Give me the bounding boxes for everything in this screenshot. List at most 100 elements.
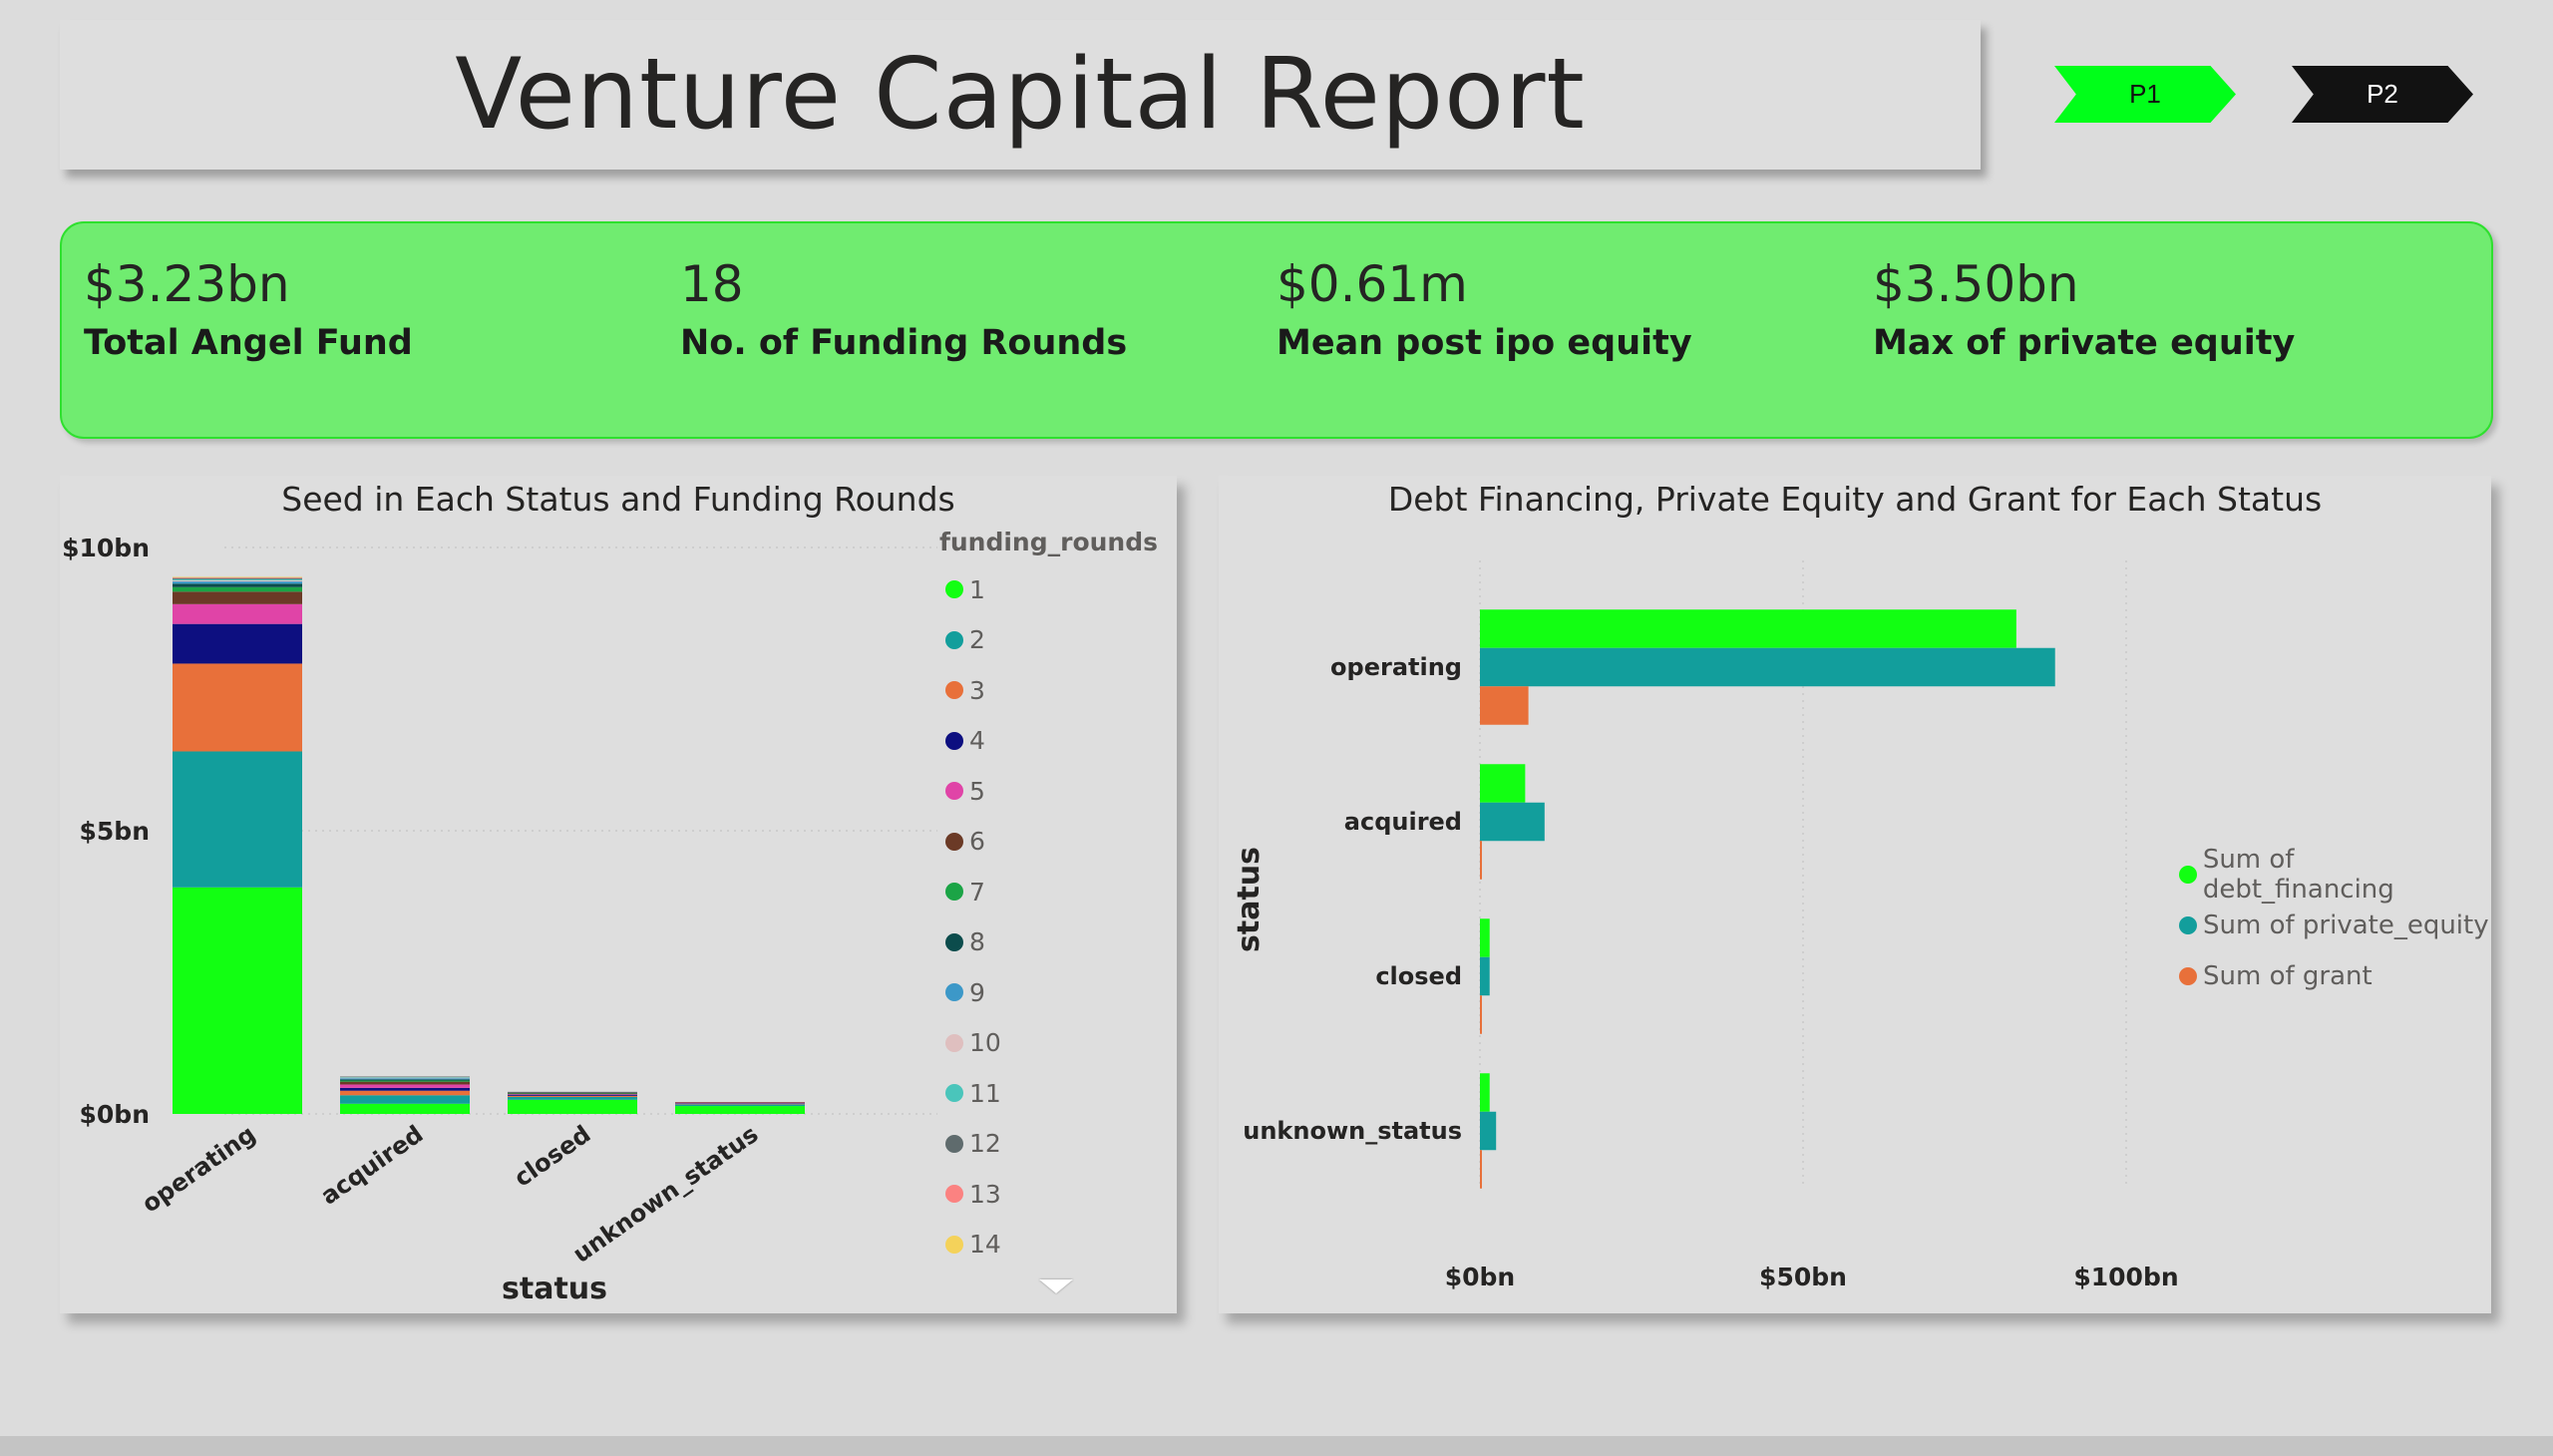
bar-segment-acquired-round-1[interactable] [340, 1103, 470, 1114]
legend-item-round-9[interactable]: 9 [939, 967, 1158, 1018]
bar-segment-closed-round-6[interactable] [508, 1093, 637, 1095]
bar-acquired-2[interactable] [1480, 841, 1482, 880]
bar-segment-operating-round-10[interactable] [173, 579, 302, 582]
legend-scroll-down-icon[interactable] [1039, 1279, 1073, 1293]
bar-segment-operating-round-3[interactable] [173, 663, 302, 752]
bar-segment-closed-round-1[interactable] [508, 1099, 637, 1114]
legend-swatch [945, 932, 963, 951]
debt-equity-grant-bar-chart[interactable]: $0bn $50bn $100bn operating acquired closed un… [1219, 476, 2491, 1313]
x-axis-title: status [502, 1272, 607, 1306]
bar-closed-2[interactable] [1480, 995, 1482, 1034]
legend-item-round-6[interactable]: 6 [939, 817, 1158, 868]
bar-segment-closed-round-12[interactable] [508, 1091, 637, 1093]
debt-equity-grant-chart-panel[interactable]: Debt Financing, Private Equity and Grant… [1219, 476, 2491, 1313]
legend-item-round-2[interactable]: 2 [939, 615, 1158, 666]
funding-rounds-legend[interactable]: funding_rounds 1 2 3 4 5 6 7 8 9 10 11 12 13 14 [939, 528, 1158, 1270]
bar-segment-acquired-round-3[interactable] [340, 1090, 470, 1096]
kpi-label: Mean post ipo equity [1276, 323, 1692, 363]
legend-label: 13 [969, 1179, 1001, 1209]
legend-item-round-8[interactable]: 8 [939, 917, 1158, 968]
kpi-value: $3.23bn [84, 255, 290, 313]
kpi-value: 18 [680, 255, 744, 313]
measures-legend[interactable]: Sum of debt_financing Sum of private_equi… [2173, 845, 2491, 1001]
bar-segment-acquired-round-2[interactable] [340, 1095, 470, 1104]
bar-segment-operating-round-7[interactable] [173, 586, 302, 592]
bar-segment-operating-round-2[interactable] [173, 751, 302, 888]
bar-segment-acquired-round-6[interactable] [340, 1081, 470, 1085]
legend-item-sum-of-private_equity[interactable]: Sum of private_equity [2173, 900, 2491, 950]
bar-acquired-0[interactable] [1480, 764, 1526, 803]
bar-segment-acquired-round-10[interactable] [340, 1077, 470, 1079]
y-category-label: operating [1330, 653, 1462, 681]
legend-item-round-3[interactable]: 3 [939, 665, 1158, 716]
legend-label: 12 [969, 1129, 1001, 1159]
legend-item-sum-of-debt_financing[interactable]: Sum of debt_financing [2173, 845, 2491, 905]
bar-segment-closed-round-5[interactable] [508, 1094, 637, 1095]
legend-item-round-1[interactable]: 1 [939, 564, 1158, 615]
bar-unknown_status-1[interactable] [1480, 1111, 1497, 1151]
bar-segment-operating-round-11[interactable] [173, 578, 302, 580]
kpi-band: $3.23bn Total Angel Fund 18 No. of Fundi… [60, 221, 2493, 439]
kpi-label: Total Angel Fund [84, 323, 413, 363]
bar-closed-1[interactable] [1480, 956, 1490, 996]
bar-segment-operating-round-6[interactable] [173, 591, 302, 604]
bar-segment-operating-round-4[interactable] [173, 623, 302, 664]
legend-item-round-10[interactable]: 10 [939, 1018, 1158, 1069]
kpi-card-angel-fund: $3.23bn Total Angel Fund [84, 253, 413, 363]
bar-segment-unknown_status-round-2[interactable] [675, 1104, 805, 1107]
bar-operating-0[interactable] [1480, 609, 2016, 648]
bar-segment-acquired-round-8[interactable] [340, 1079, 470, 1081]
bar-segment-acquired-round-12[interactable] [340, 1076, 470, 1078]
bar-segment-acquired-round-7[interactable] [340, 1080, 470, 1082]
bar-segment-acquired-round-11[interactable] [340, 1077, 470, 1078]
x-tick-label: $0bn [1445, 1263, 1515, 1291]
bar-operating-2[interactable] [1480, 686, 1529, 725]
legend-item-round-5[interactable]: 5 [939, 766, 1158, 817]
legend-label: 2 [969, 625, 985, 655]
legend-label: 9 [969, 977, 985, 1007]
legend-item-round-4[interactable]: 4 [939, 716, 1158, 767]
bar-segment-operating-round-8[interactable] [173, 583, 302, 587]
bar-segment-operating-round-9[interactable] [173, 581, 302, 584]
x-tick-label: $50bn [1759, 1263, 1847, 1291]
bar-segment-acquired-round-5[interactable] [340, 1084, 470, 1088]
legend-label: 1 [969, 574, 985, 604]
seed-chart-panel[interactable]: Seed in Each Status and Funding Rounds $… [60, 476, 1177, 1313]
legend-item-round-14[interactable]: 14 [939, 1220, 1158, 1271]
bar-segment-operating-round-1[interactable] [173, 887, 302, 1114]
legend-item-round-12[interactable]: 12 [939, 1119, 1158, 1170]
page-1-button[interactable]: P1 [2054, 66, 2236, 123]
bar-segment-unknown_status-round-5[interactable] [675, 1102, 805, 1104]
bar-segment-unknown_status-round-3[interactable] [675, 1103, 805, 1105]
bar-unknown_status-0[interactable] [1480, 1073, 1490, 1112]
bar-segment-operating-round-13[interactable] [173, 577, 302, 578]
bar-acquired-1[interactable] [1480, 802, 1545, 842]
bar-segment-closed-round-4[interactable] [508, 1094, 637, 1096]
bar-segment-unknown_status-round-1[interactable] [675, 1106, 805, 1114]
bar-segment-acquired-round-9[interactable] [340, 1078, 470, 1080]
legend-item-round-11[interactable]: 11 [939, 1068, 1158, 1119]
bar-segment-unknown_status-round-6[interactable] [675, 1102, 805, 1103]
bar-segment-operating-round-5[interactable] [173, 603, 302, 624]
legend-item-round-7[interactable]: 7 [939, 867, 1158, 917]
bar-segment-acquired-round-4[interactable] [340, 1087, 470, 1091]
legend-label: 6 [969, 827, 985, 857]
legend-swatch [945, 983, 963, 1002]
page-2-button[interactable]: P2 [2292, 66, 2473, 123]
legend-item-round-13[interactable]: 13 [939, 1169, 1158, 1220]
legend-swatch [945, 883, 963, 902]
bar-operating-1[interactable] [1480, 647, 2055, 687]
bar-segment-closed-round-2[interactable] [508, 1096, 637, 1100]
x-category-label: acquired [316, 1120, 429, 1211]
bar-closed-0[interactable] [1480, 918, 1490, 957]
bar-segment-operating-round-12[interactable] [173, 577, 302, 579]
bar-segment-closed-round-7[interactable] [508, 1092, 637, 1094]
bar-segment-closed-round-3[interactable] [508, 1095, 637, 1097]
bar-segment-operating-round-14[interactable] [173, 576, 302, 578]
legend-item-sum-of-grant[interactable]: Sum of grant [2173, 950, 2491, 1001]
bar-unknown_status-2[interactable] [1480, 1150, 1482, 1189]
legend-swatch [945, 1235, 963, 1254]
bar-segment-unknown_status-round-4[interactable] [675, 1103, 805, 1104]
bottom-scrollbar[interactable] [0, 1436, 2553, 1456]
